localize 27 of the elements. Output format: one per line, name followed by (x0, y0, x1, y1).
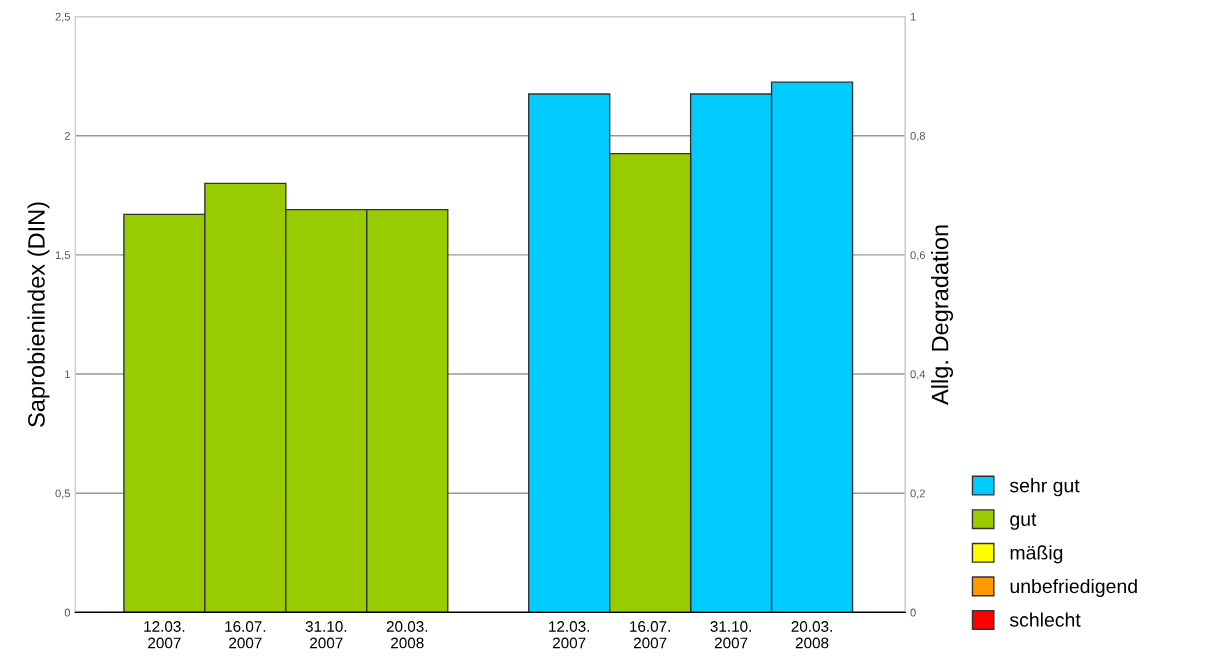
y2-tick-label: 0,2 (910, 489, 925, 499)
x-tick-label: 16.07. 2007 (630, 621, 670, 649)
y2-tick-label: 0,6 (910, 251, 925, 261)
x-tick-label: 12.03. 2007 (549, 621, 590, 649)
x-tick-label: 31.10. 2007 (305, 621, 347, 649)
x-tick-label: 31.10. 2007 (710, 621, 751, 649)
legend-label: schlecht (1009, 612, 1081, 627)
y-tick-label: 2 (64, 131, 70, 140)
y-tick-label: 0,5 (55, 489, 70, 499)
y-tick-label: 1,5 (55, 251, 70, 261)
legend-label: sehr gut (1009, 478, 1080, 497)
x-tick-label: 20.03. 2008 (386, 621, 428, 649)
legend-label: gut (1010, 513, 1037, 530)
y-axis-title: Saprobienindex (DIN) (27, 202, 50, 427)
y2-tick-label: 0 (910, 608, 916, 617)
y-tick-label: 0 (64, 608, 71, 617)
y2-tick-label: 0,4 (910, 370, 926, 380)
x-tick-label: 16.07. 2007 (225, 621, 266, 649)
y2-tick-label: 1 (910, 12, 916, 21)
x-tick-label: 12.03. 2007 (144, 621, 185, 649)
y2-tick-label: 0,8 (910, 131, 925, 142)
x-tick-label: 20.03. 2008 (791, 621, 832, 649)
y2-axis-title: Allg. Degradation (931, 225, 954, 405)
y-tick-label: 1 (65, 370, 70, 379)
legend-label: unbefriedigend (1010, 578, 1137, 598)
legend-label: mäßig (1010, 545, 1063, 564)
y-tick-label: 2,5 (55, 12, 70, 22)
